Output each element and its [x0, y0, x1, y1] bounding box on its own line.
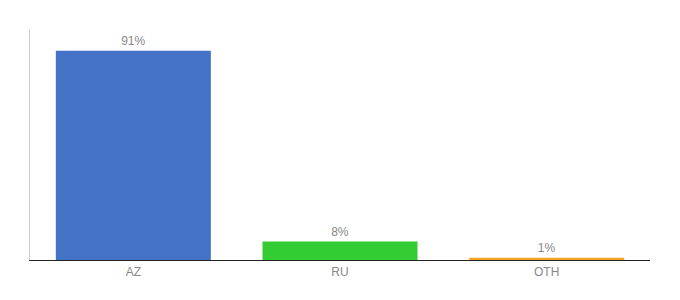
svg-text:RU: RU	[331, 265, 348, 279]
svg-text:1%: 1%	[538, 241, 556, 255]
svg-text:8%: 8%	[331, 225, 349, 239]
svg-text:AZ: AZ	[126, 265, 141, 279]
svg-text:OTH: OTH	[534, 265, 559, 279]
svg-text:91%: 91%	[121, 34, 145, 48]
